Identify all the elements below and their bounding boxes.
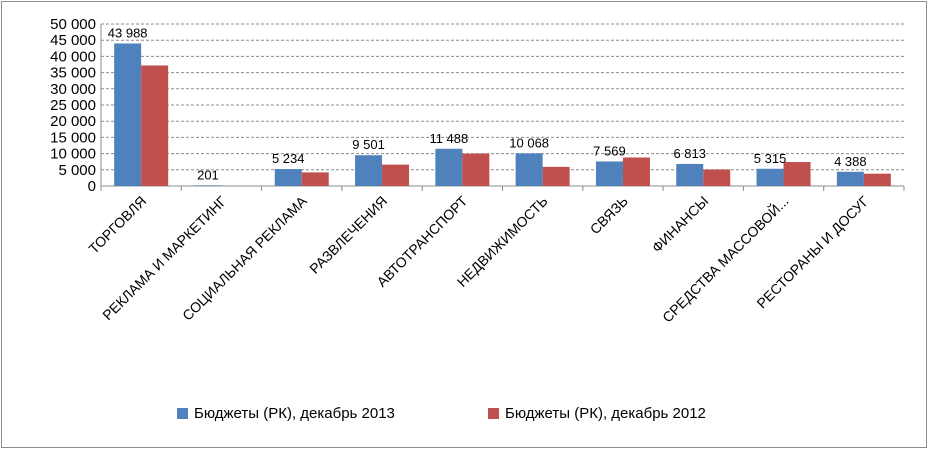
category-label: ТОРГОВЛЯ xyxy=(85,193,149,257)
bar-2012 xyxy=(863,173,891,186)
y-tick-label: 45 000 xyxy=(50,32,96,49)
bar-2013 xyxy=(355,155,383,186)
bar-2013 xyxy=(595,161,623,186)
data-label: 10 068 xyxy=(509,135,549,150)
bar-2013 xyxy=(114,43,142,186)
legend-label: Бюджеты (РК), декабрь 2013 xyxy=(194,405,395,422)
bar-2012 xyxy=(301,172,329,186)
y-tick-label: 0 xyxy=(88,178,96,195)
legend-swatch xyxy=(177,408,188,419)
bar-2012 xyxy=(542,166,570,186)
category-label: НЕДВИЖИМОСТЬ xyxy=(454,193,551,290)
category-label: СВЯЗЬ xyxy=(587,193,631,237)
bar-2013 xyxy=(836,171,864,186)
y-tick-label: 40 000 xyxy=(50,48,96,65)
bar-2013 xyxy=(435,148,463,186)
y-tick-label: 10 000 xyxy=(50,146,96,163)
bar-2012 xyxy=(141,65,169,186)
legend-swatch xyxy=(488,408,499,419)
bar-2013 xyxy=(194,185,222,186)
bar-2012 xyxy=(622,157,650,186)
data-label: 6 813 xyxy=(673,146,706,161)
data-label: 4 388 xyxy=(834,154,867,169)
y-tick-label: 25 000 xyxy=(50,97,96,114)
data-label: 43 988 xyxy=(108,25,148,40)
bar-2013 xyxy=(274,169,302,186)
data-label: 201 xyxy=(197,167,219,182)
y-tick-label: 20 000 xyxy=(50,113,96,130)
bar-2013 xyxy=(756,168,784,186)
bar-2013 xyxy=(515,153,543,186)
data-label: 7 569 xyxy=(593,143,626,158)
legend-label: Бюджеты (РК), декабрь 2012 xyxy=(505,405,706,422)
bar-2012 xyxy=(783,162,811,186)
category-label: СРЕДСТВА МАССОВОЙ... xyxy=(658,192,791,325)
category-label: РАЗВЛЕЧЕНИЯ xyxy=(306,193,390,277)
category-label: ФИНАНСЫ xyxy=(649,193,712,256)
y-tick-label: 50 000 xyxy=(50,16,96,33)
bar-2012 xyxy=(462,153,490,186)
y-tick-label: 5 000 xyxy=(58,162,96,179)
data-label: 11 488 xyxy=(429,131,468,146)
y-tick-label: 35 000 xyxy=(50,65,96,82)
bar-2012 xyxy=(703,169,731,186)
bar-2013 xyxy=(676,163,704,186)
data-label: 5 234 xyxy=(272,151,305,166)
data-label: 5 315 xyxy=(754,151,787,166)
bar-2012 xyxy=(382,164,410,186)
data-label: 9 501 xyxy=(352,137,385,152)
y-tick-label: 15 000 xyxy=(50,129,96,146)
y-tick-label: 30 000 xyxy=(50,81,96,98)
